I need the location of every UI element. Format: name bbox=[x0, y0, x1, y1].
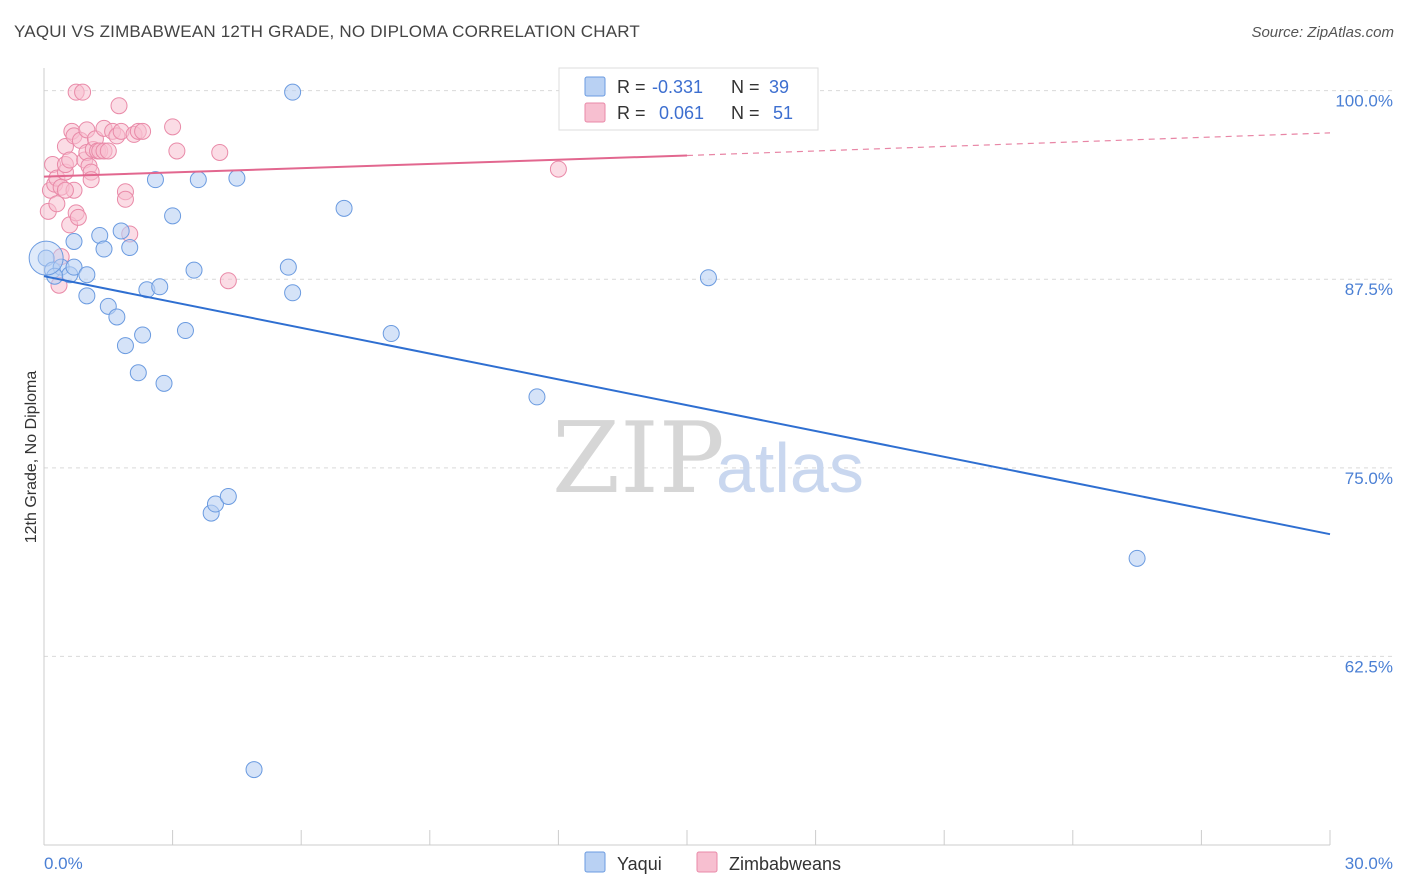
series-legend: Yaqui Zimbabweans bbox=[584, 851, 841, 874]
zim-point-19 bbox=[69, 208, 87, 226]
zim-point-50 bbox=[56, 181, 74, 199]
zim-point-34 bbox=[99, 142, 117, 160]
yaqui-point-23 bbox=[185, 261, 203, 279]
zim-r-label: R = bbox=[617, 103, 646, 123]
yaqui-point-34 bbox=[382, 325, 400, 343]
yaqui-point-4 bbox=[65, 233, 83, 251]
zim-point-47 bbox=[211, 143, 229, 161]
yaqui-legend-swatch bbox=[584, 76, 606, 97]
yaqui-point-11 bbox=[108, 308, 126, 326]
zim-point-12 bbox=[61, 151, 79, 169]
gridlines bbox=[44, 90, 1395, 657]
zim-trend-extension bbox=[686, 132, 1331, 157]
yaqui-point-5 bbox=[65, 258, 83, 276]
zim-legend-swatch bbox=[584, 102, 606, 123]
yaqui-point-large bbox=[28, 240, 64, 276]
zim-trend-line bbox=[43, 154, 688, 178]
watermark: ZIP atlas bbox=[552, 402, 864, 516]
yaqui-legend-label: Yaqui bbox=[617, 854, 662, 874]
yaqui-point-9 bbox=[95, 240, 113, 258]
y-tick-label-2: 87.5% bbox=[1345, 280, 1393, 299]
yaqui-point-27 bbox=[219, 487, 237, 505]
yaqui-point-32 bbox=[284, 83, 302, 101]
zimbabweans-points bbox=[39, 83, 567, 294]
zim-point-45 bbox=[164, 118, 182, 136]
yaqui-point-37 bbox=[1128, 549, 1146, 567]
yaqui-point-16 bbox=[134, 326, 152, 344]
yaqui-point-14 bbox=[121, 239, 139, 257]
source-label: Source: ZipAtlas.com bbox=[1251, 24, 1394, 41]
zim-legend-label: Zimbabweans bbox=[729, 854, 841, 874]
y-axis-label: 12th Grade, No Diploma bbox=[23, 371, 40, 544]
yaqui-point-36 bbox=[699, 269, 717, 287]
yaqui-point-19 bbox=[151, 278, 169, 296]
zim-point-37 bbox=[110, 97, 128, 115]
stats-legend: R = -0.331 N = 39 R = 0.061 N = 51 bbox=[558, 67, 819, 131]
yaqui-r-label: R = bbox=[617, 77, 646, 97]
yaqui-points bbox=[28, 83, 1146, 779]
y-tick-label-1: 75.0% bbox=[1345, 469, 1393, 488]
y-tick-labels: 62.5% 75.0% 87.5% 100.0% bbox=[1335, 92, 1393, 677]
yaqui-point-35 bbox=[528, 388, 546, 406]
x-tick-label-0: 0.0% bbox=[44, 854, 83, 873]
yaqui-n-value: 39 bbox=[769, 77, 789, 97]
yaqui-point-13 bbox=[116, 337, 134, 355]
y-tick-label-3: 100.0% bbox=[1335, 92, 1393, 111]
zim-point-46 bbox=[168, 142, 186, 160]
watermark-zip: ZIP bbox=[552, 402, 725, 516]
zim-point-40 bbox=[116, 190, 134, 208]
zim-point-49 bbox=[549, 160, 567, 178]
x-tick-labels: 0.0% 30.0% bbox=[44, 854, 1393, 873]
zim-n-label: N = bbox=[731, 103, 760, 123]
yaqui-point-31 bbox=[284, 284, 302, 302]
zim-n-value: 51 bbox=[773, 103, 793, 123]
yaqui-point-22 bbox=[176, 322, 194, 340]
zim-bottom-swatch bbox=[696, 851, 718, 873]
zim-point-21 bbox=[74, 83, 92, 101]
zim-r-value: 0.061 bbox=[659, 103, 704, 123]
yaqui-point-18 bbox=[146, 171, 164, 189]
x-tick-label-1: 30.0% bbox=[1345, 854, 1393, 873]
zim-point-44 bbox=[134, 122, 152, 140]
yaqui-point-26 bbox=[206, 495, 224, 513]
yaqui-n-label: N = bbox=[731, 77, 760, 97]
yaqui-point-28 bbox=[228, 169, 246, 187]
yaqui-point-30 bbox=[279, 258, 297, 276]
yaqui-r-value: -0.331 bbox=[652, 77, 703, 97]
zim-point-5 bbox=[48, 195, 66, 213]
yaqui-bottom-swatch bbox=[584, 851, 606, 873]
yaqui-point-15 bbox=[129, 364, 147, 382]
yaqui-point-29 bbox=[245, 761, 263, 779]
yaqui-point-12 bbox=[112, 222, 130, 240]
chart-title: YAQUI VS ZIMBABWEAN 12TH GRADE, NO DIPLO… bbox=[14, 22, 640, 41]
yaqui-point-21 bbox=[164, 207, 182, 225]
watermark-atlas: atlas bbox=[716, 429, 864, 507]
zim-point-48 bbox=[219, 272, 237, 290]
yaqui-point-33 bbox=[335, 199, 353, 217]
yaqui-point-20 bbox=[155, 374, 173, 392]
yaqui-point-7 bbox=[78, 287, 96, 305]
axes bbox=[43, 68, 1331, 846]
yaqui-point-24 bbox=[189, 171, 207, 189]
yaqui-point-6 bbox=[78, 266, 96, 284]
y-tick-label-0: 62.5% bbox=[1345, 657, 1393, 676]
yaqui-trend-line bbox=[43, 275, 1331, 536]
trend-lines bbox=[43, 132, 1331, 536]
